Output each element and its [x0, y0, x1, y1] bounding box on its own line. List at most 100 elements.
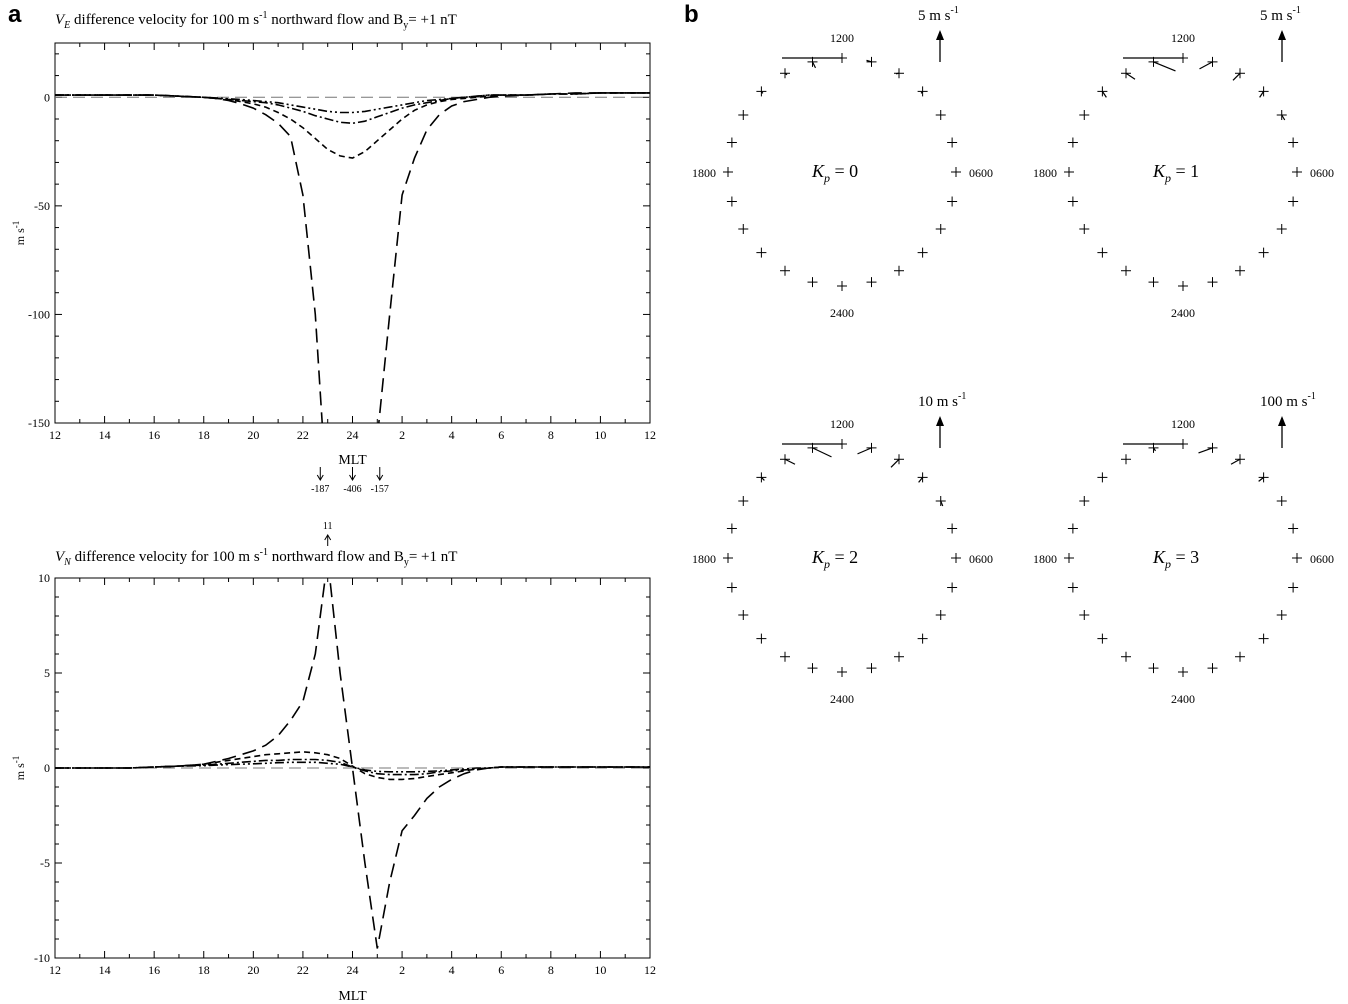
- velocity-vector: [1258, 476, 1264, 482]
- hour-label-1200: 1200: [830, 31, 854, 45]
- velocity-vector: [760, 476, 765, 481]
- dial-kp3: 1200 2400 1800 0600 Kp = 3 100 m s-1: [1033, 391, 1334, 706]
- velocity-vector: [811, 61, 817, 69]
- offscale-arrowhead: [316, 474, 324, 481]
- x-tick-label: 22: [297, 428, 309, 442]
- kp-label: Kp = 3: [1152, 547, 1199, 571]
- x-tick-label: 10: [594, 963, 606, 977]
- velocity-vector: [890, 458, 900, 468]
- x-tick-label: 12: [49, 963, 61, 977]
- x-tick-label: 20: [247, 963, 259, 977]
- scale-arrowhead: [1278, 416, 1286, 426]
- velocity-vector: [1230, 458, 1241, 465]
- x-tick-label: 4: [449, 963, 455, 977]
- velocity-vector: [812, 447, 832, 458]
- kp-label: Kp = 2: [811, 547, 858, 571]
- scale-label: 5 m s-1: [1260, 5, 1301, 24]
- x-tick-label: 14: [99, 428, 111, 442]
- hour-label-1800: 1800: [692, 166, 716, 180]
- velocity-vector: [918, 477, 924, 483]
- dial-kp0: 1200 2400 1800 0600 Kp = 0 5 m s-1: [692, 5, 993, 320]
- scale-arrowhead: [936, 30, 944, 40]
- hour-label-0600: 0600: [969, 552, 993, 566]
- hour-label-1200: 1200: [1171, 31, 1195, 45]
- x-tick-label: 6: [498, 428, 504, 442]
- hour-label-1200: 1200: [830, 417, 854, 431]
- ve-line-chart: VE difference velocity for 100 m s-1 nor…: [11, 10, 656, 495]
- x-tick-label: 2: [399, 963, 405, 977]
- hour-label-0600: 0600: [969, 166, 993, 180]
- chart-title: VN difference velocity for 100 m s-1 nor…: [55, 547, 457, 568]
- scale-arrowhead: [1278, 30, 1286, 40]
- x-tick-label: 18: [198, 428, 210, 442]
- velocity-vector: [1259, 91, 1265, 98]
- velocity-vector: [1281, 114, 1286, 121]
- offscale-arrowhead: [376, 474, 384, 481]
- hour-label-2400: 2400: [1171, 692, 1195, 706]
- x-tick-label: 18: [198, 963, 210, 977]
- x-tick-label: 12: [49, 428, 61, 442]
- series-line-3: [55, 92, 650, 125]
- y-axis-label: m s-1: [11, 221, 27, 246]
- hour-label-1800: 1800: [692, 552, 716, 566]
- series-line-1: [55, 92, 650, 423]
- velocity-vector: [784, 458, 796, 465]
- kp-label: Kp = 0: [811, 161, 858, 185]
- y-tick-label: -50: [34, 199, 50, 213]
- panel-a-label: a: [8, 1, 22, 28]
- velocity-vector: [866, 59, 872, 63]
- hour-label-2400: 2400: [830, 306, 854, 320]
- x-tick-label: 22: [297, 963, 309, 977]
- y-tick-label: 10: [38, 571, 50, 585]
- velocity-vector: [1199, 61, 1213, 70]
- x-tick-label: 2: [399, 428, 405, 442]
- velocity-vector: [1153, 61, 1176, 72]
- x-tick-label: 14: [99, 963, 111, 977]
- velocity-vector: [1198, 447, 1213, 454]
- velocity-vector: [784, 72, 788, 76]
- series-line-2: [55, 92, 650, 159]
- kp-label: Kp = 1: [1152, 161, 1199, 185]
- x-tick-label: 12: [644, 963, 656, 977]
- velocity-vector: [1232, 72, 1241, 81]
- hour-label-1200: 1200: [1171, 417, 1195, 431]
- x-tick-label: 16: [148, 963, 160, 977]
- vn-line-chart: VN difference velocity for 100 m s-1 nor…: [11, 521, 656, 1004]
- x-tick-label: 24: [347, 963, 359, 977]
- series-line-4: [55, 92, 650, 114]
- hour-label-0600: 0600: [1310, 166, 1334, 180]
- velocity-vector: [895, 72, 900, 75]
- scale-label: 100 m s-1: [1260, 391, 1316, 410]
- hour-label-2400: 2400: [1171, 306, 1195, 320]
- velocity-vector: [1125, 72, 1136, 80]
- x-tick-label: 16: [148, 428, 160, 442]
- velocity-vector: [920, 91, 924, 94]
- y-tick-label: 0: [44, 761, 50, 775]
- series-line-2: [55, 751, 650, 781]
- x-tick-label: 8: [548, 428, 554, 442]
- scale-label: 5 m s-1: [918, 5, 959, 24]
- x-tick-label: 6: [498, 963, 504, 977]
- hour-label-1800: 1800: [1033, 166, 1057, 180]
- dial-kp1: 1200 2400 1800 0600 Kp = 1 5 m s-1: [1033, 5, 1334, 320]
- x-tick-label: 10: [594, 428, 606, 442]
- scale-arrowhead: [936, 416, 944, 426]
- chart-title: VE difference velocity for 100 m s-1 nor…: [55, 10, 457, 31]
- offscale-arrowhead: [349, 474, 356, 481]
- x-axis-label: MLT: [338, 453, 367, 468]
- hour-label-0600: 0600: [1310, 552, 1334, 566]
- y-tick-label: 0: [44, 90, 50, 104]
- x-axis-label: MLT: [338, 989, 367, 1004]
- y-tick-label: -10: [34, 951, 50, 965]
- y-tick-label: 5: [44, 666, 50, 680]
- x-tick-label: 20: [247, 428, 259, 442]
- x-tick-label: 4: [449, 428, 455, 442]
- offscale-label: 11: [323, 521, 333, 532]
- x-tick-label: 24: [347, 428, 359, 442]
- series-line-1: [55, 578, 650, 949]
- y-tick-label: -150: [28, 416, 50, 430]
- plot-frame: [54, 42, 651, 424]
- panel-b-label: b: [684, 1, 699, 28]
- dial-kp2: 1200 2400 1800 0600 Kp = 2 10 m s-1: [692, 391, 993, 706]
